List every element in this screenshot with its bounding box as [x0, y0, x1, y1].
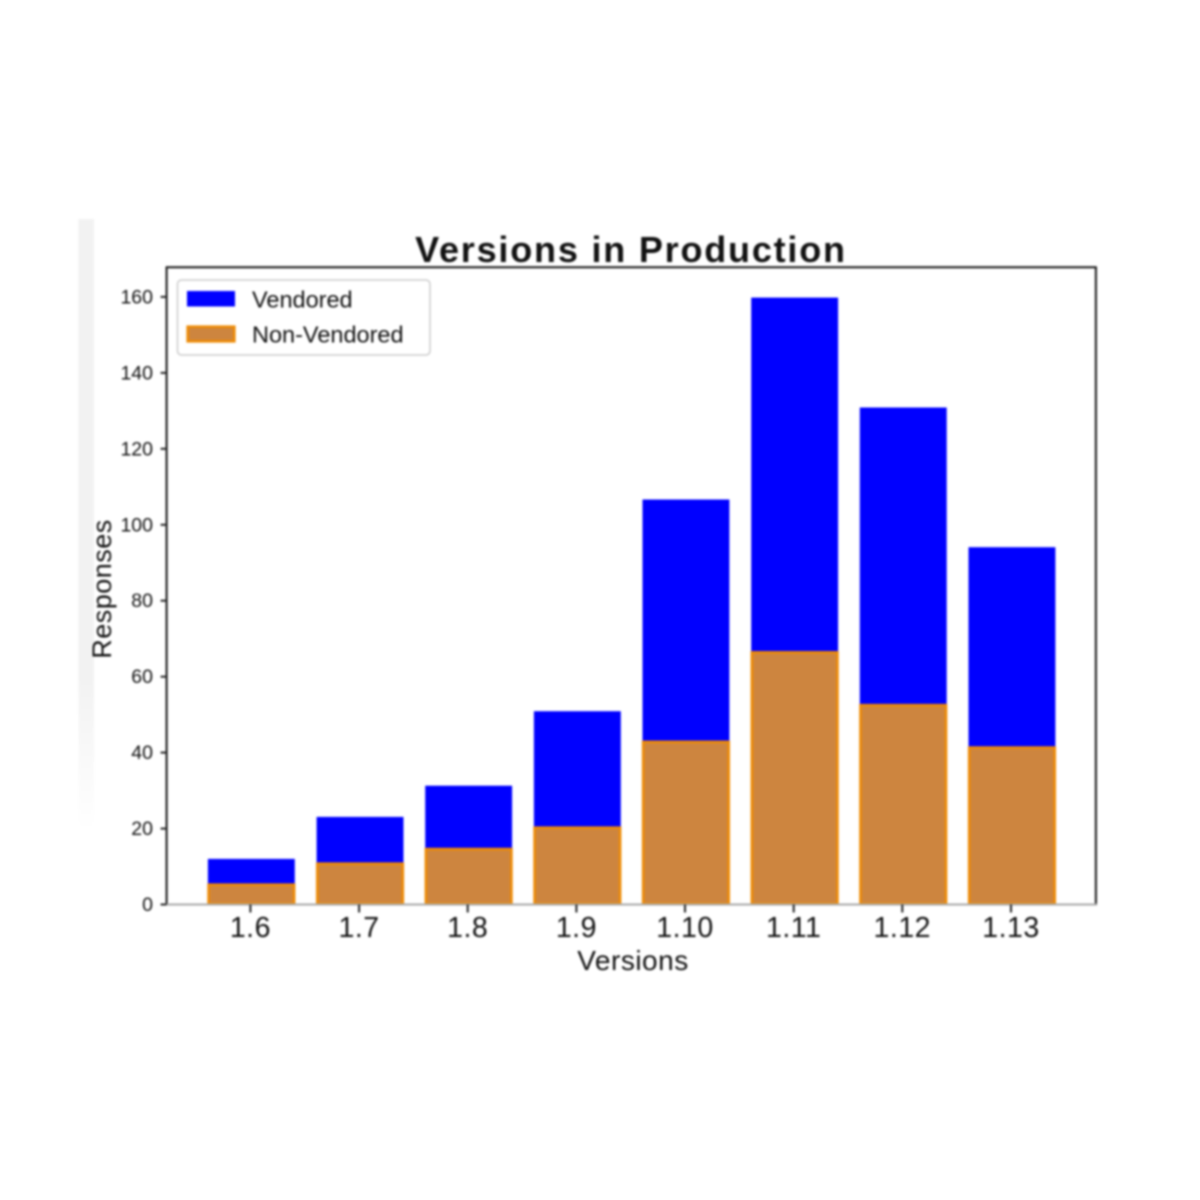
svg-text:1.9: 1.9 [556, 912, 597, 944]
svg-text:20: 20 [131, 818, 153, 840]
svg-text:1.13: 1.13 [982, 912, 1039, 944]
svg-text:Non-Vendored: Non-Vendored [252, 322, 404, 348]
svg-text:1.7: 1.7 [339, 912, 380, 944]
svg-text:40: 40 [131, 742, 153, 764]
svg-text:Versions: Versions [577, 945, 688, 976]
svg-text:160: 160 [120, 286, 153, 308]
svg-text:0: 0 [142, 894, 153, 916]
svg-text:Versions in Production: Versions in Production [415, 229, 847, 270]
svg-text:1.12: 1.12 [874, 912, 931, 944]
svg-text:140: 140 [120, 362, 153, 384]
svg-text:1.10: 1.10 [656, 912, 713, 944]
svg-text:1.11: 1.11 [766, 912, 821, 944]
svg-text:1.6: 1.6 [230, 912, 271, 944]
svg-text:120: 120 [120, 438, 153, 460]
svg-text:Vendored: Vendored [252, 287, 353, 313]
svg-text:80: 80 [131, 590, 153, 612]
svg-text:1.8: 1.8 [447, 912, 488, 944]
svg-text:Responses: Responses [87, 519, 117, 659]
svg-text:60: 60 [131, 666, 153, 688]
svg-text:100: 100 [120, 514, 153, 536]
